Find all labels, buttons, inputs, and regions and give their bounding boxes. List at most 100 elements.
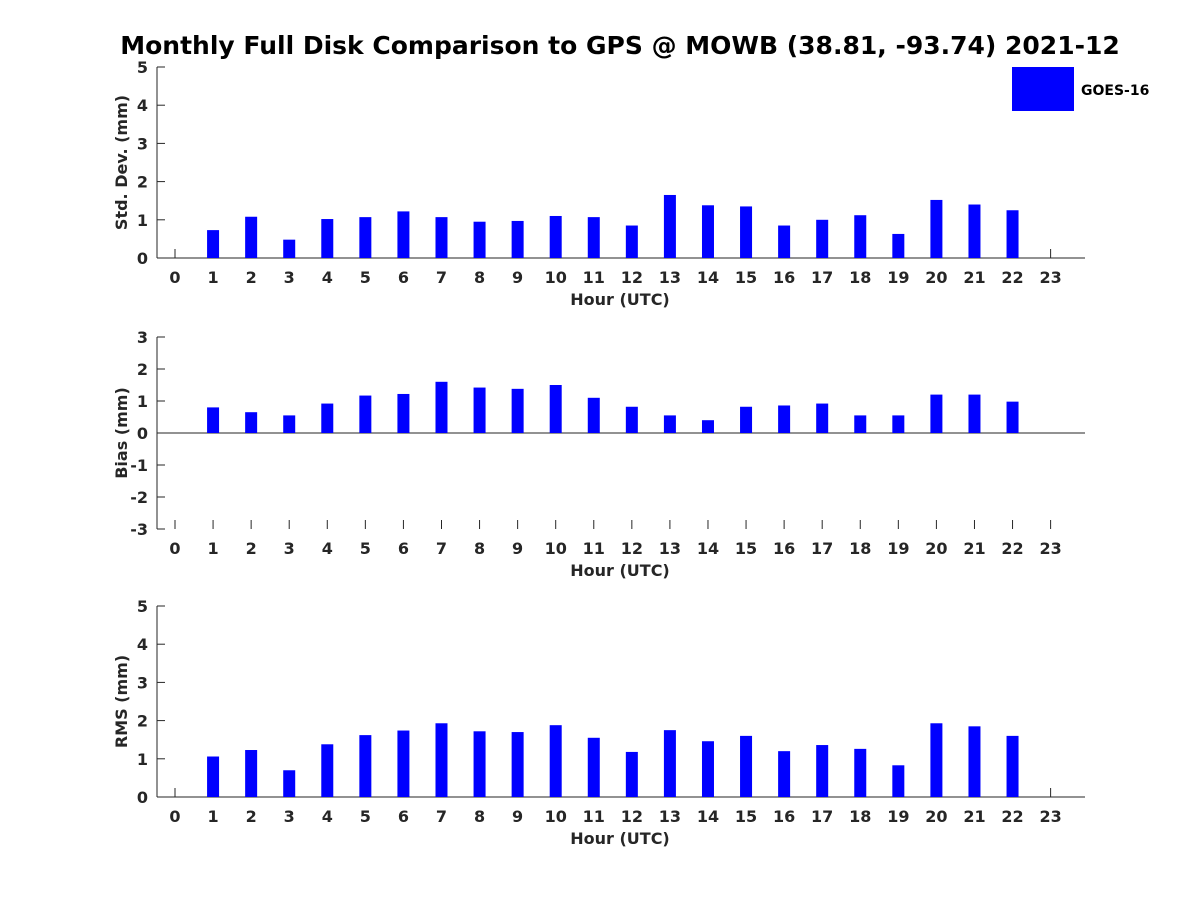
bar-hour-12	[625, 225, 638, 258]
x-tick-label: 8	[474, 268, 485, 287]
bar-hour-14	[701, 205, 714, 258]
bar-hour-13	[663, 730, 676, 797]
bar-hour-16	[778, 751, 791, 797]
y-tick-label: -3	[130, 520, 148, 539]
x-tick-label: 18	[849, 539, 871, 558]
legend-label: GOES-16	[1081, 83, 1149, 99]
legend-swatch	[1012, 67, 1074, 111]
bar-hour-18	[854, 748, 867, 797]
x-tick-label: 16	[773, 539, 795, 558]
bar-hour-8	[473, 731, 486, 797]
bar-hour-4	[321, 219, 334, 258]
x-tick-label: 0	[169, 539, 180, 558]
x-tick-label: 23	[1039, 807, 1061, 826]
x-tick-label: 2	[246, 268, 257, 287]
bar-hour-4	[321, 403, 334, 433]
x-tick-label: 7	[436, 807, 447, 826]
x-tick-label: 0	[169, 807, 180, 826]
bar-hour-13	[663, 415, 676, 433]
bar-hour-12	[625, 751, 638, 797]
bar-hour-17	[816, 219, 829, 258]
bar-hour-1	[207, 756, 220, 797]
bar-hour-3	[283, 239, 296, 258]
bar-hour-8	[473, 221, 486, 258]
x-tick-label: 7	[436, 539, 447, 558]
y-tick-label: -2	[130, 488, 148, 507]
x-tick-label: 23	[1039, 539, 1061, 558]
bar-hour-14	[701, 741, 714, 797]
bar-hour-13	[663, 194, 676, 258]
x-tick-label: 16	[773, 268, 795, 287]
bar-hour-20	[930, 394, 943, 433]
bar-hour-2	[245, 216, 258, 258]
y-tick-label: -1	[130, 456, 148, 475]
bar-hour-17	[816, 403, 829, 433]
bar-hour-5	[359, 735, 372, 797]
x-tick-label: 4	[322, 807, 333, 826]
y-tick-label: 4	[137, 635, 148, 654]
x-tick-label: 7	[436, 268, 447, 287]
bar-hour-11	[587, 397, 600, 433]
x-tick-label: 17	[811, 807, 833, 826]
x-tick-label: 9	[512, 268, 523, 287]
bar-hour-18	[854, 415, 867, 433]
x-tick-label: 16	[773, 807, 795, 826]
x-tick-label: 5	[360, 807, 371, 826]
bar-hour-5	[359, 395, 372, 433]
x-tick-label: 3	[284, 539, 295, 558]
x-tick-label: 5	[360, 268, 371, 287]
x-tick-label: 13	[659, 807, 681, 826]
y-tick-label: 3	[137, 328, 148, 347]
bar-hour-6	[397, 211, 410, 258]
x-tick-label: 19	[887, 268, 909, 287]
x-tick-label: 6	[398, 539, 409, 558]
bar-hour-10	[549, 725, 562, 797]
y-tick-label: 2	[137, 360, 148, 379]
x-tick-label: 10	[545, 539, 567, 558]
y-axis-label: RMS (mm)	[112, 655, 131, 748]
x-tick-label: 12	[621, 539, 643, 558]
legend: GOES-16	[1012, 67, 1149, 111]
y-tick-label: 1	[137, 392, 148, 411]
y-axis-label: Std. Dev. (mm)	[112, 95, 131, 230]
x-tick-label: 0	[169, 268, 180, 287]
bar-hour-11	[587, 737, 600, 797]
x-tick-label: 15	[735, 539, 757, 558]
x-tick-label: 21	[963, 268, 985, 287]
bar-hour-5	[359, 217, 372, 258]
bar-hour-15	[740, 735, 753, 797]
x-tick-label: 6	[398, 807, 409, 826]
x-tick-label: 9	[512, 539, 523, 558]
x-tick-label: 17	[811, 539, 833, 558]
bar-hour-10	[549, 215, 562, 258]
bar-hour-1	[207, 230, 220, 258]
x-axis-label: Hour (UTC)	[570, 561, 670, 580]
bar-hour-15	[740, 206, 753, 258]
x-axis-label: Hour (UTC)	[570, 290, 670, 309]
bar-hour-6	[397, 730, 410, 797]
bar-hour-8	[473, 387, 486, 433]
y-tick-label: 3	[137, 673, 148, 692]
x-tick-label: 17	[811, 268, 833, 287]
x-tick-label: 13	[659, 539, 681, 558]
x-tick-label: 14	[697, 807, 719, 826]
x-tick-label: 11	[583, 539, 605, 558]
x-tick-label: 4	[322, 539, 333, 558]
x-tick-label: 19	[887, 539, 909, 558]
bar-hour-6	[397, 393, 410, 433]
bar-hour-16	[778, 405, 791, 433]
bar-hour-9	[511, 388, 524, 433]
chart-title: Monthly Full Disk Comparison to GPS @ MO…	[120, 31, 1120, 60]
y-tick-label: 1	[137, 211, 148, 230]
y-tick-label: 2	[137, 173, 148, 192]
x-tick-label: 18	[849, 268, 871, 287]
x-tick-label: 20	[925, 807, 947, 826]
bar-hour-16	[778, 225, 791, 258]
bar-hour-3	[283, 770, 296, 797]
bar-hour-22	[1006, 401, 1019, 433]
bar-hour-2	[245, 750, 258, 797]
x-tick-label: 10	[545, 807, 567, 826]
